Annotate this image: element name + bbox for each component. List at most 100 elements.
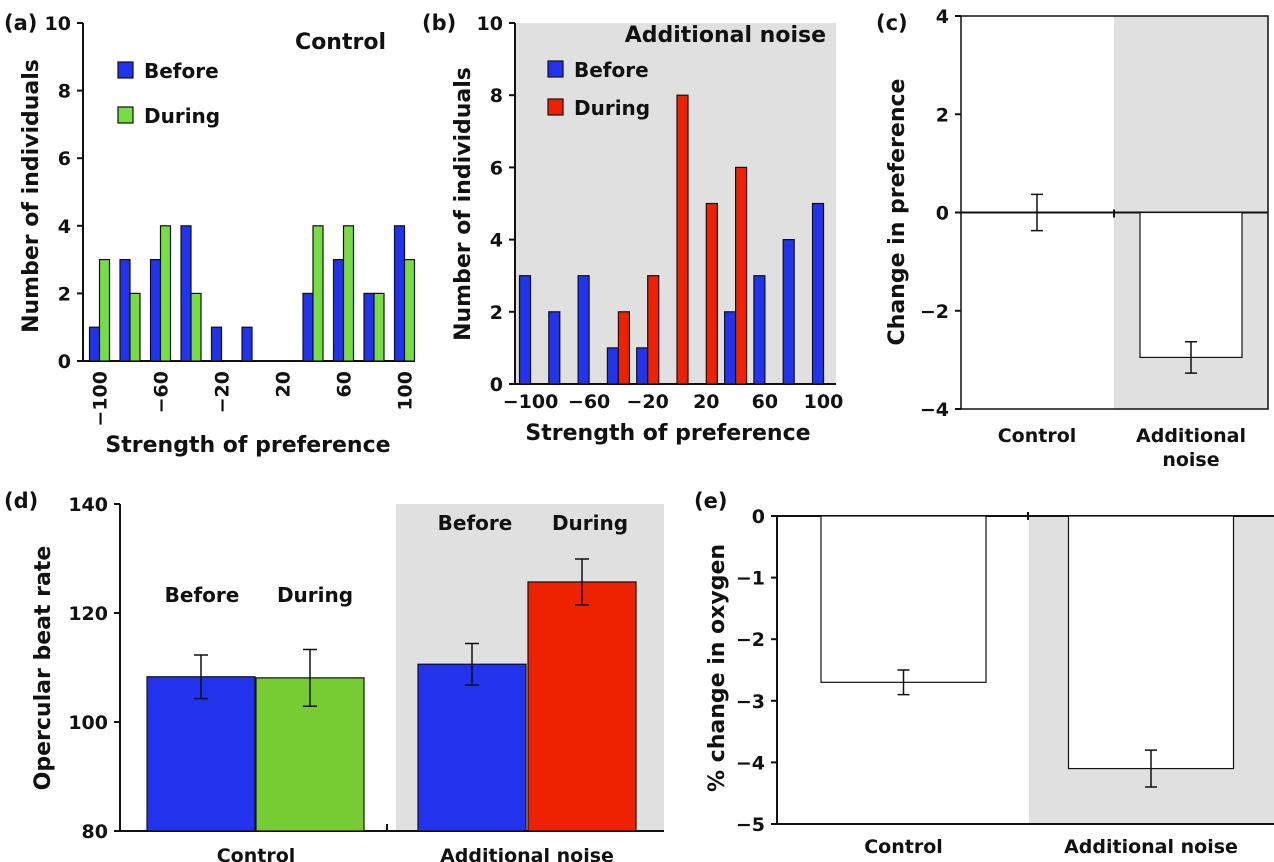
panel-label-d: (d) — [4, 489, 38, 513]
bar-during — [342, 225, 355, 362]
bar-during — [159, 225, 172, 362]
bar-during — [190, 292, 202, 362]
y-tick-label: 4 — [936, 6, 949, 28]
legend-swatch-during — [547, 98, 564, 116]
bar-before — [363, 292, 375, 362]
bar-during — [705, 202, 718, 385]
y-tick-label: −2 — [920, 301, 949, 323]
x-tick-label: −100 — [503, 391, 559, 413]
error-bar — [465, 642, 479, 686]
bar — [1067, 515, 1235, 770]
bar-during — [312, 225, 324, 362]
y-tick-label: 8 — [490, 85, 503, 107]
x-axis-label: Strength of preference — [525, 421, 810, 446]
bar-before — [811, 202, 825, 385]
legend-swatch-before — [117, 61, 134, 79]
y-tick-label: 10 — [477, 13, 503, 35]
y-tick-label: 0 — [490, 374, 503, 396]
x-tick-label: 20 — [693, 391, 719, 413]
y-tick-label: 0 — [58, 351, 71, 373]
bar-during — [676, 94, 689, 385]
x-tick-label: 60 — [334, 371, 356, 397]
y-tick-label: 100 — [68, 712, 108, 734]
y-tick-label: 2 — [936, 104, 949, 126]
y-tick-label: 10 — [45, 13, 71, 35]
bar-label-during: During — [552, 511, 628, 535]
y-tick-label: 6 — [490, 157, 503, 179]
x-tick-label: −20 — [627, 391, 669, 413]
bar-during — [373, 292, 385, 362]
y-tick-label: 120 — [68, 603, 108, 625]
y-tick-label: −5 — [736, 814, 765, 836]
x-tick-label: −100 — [90, 371, 112, 427]
bar-before — [636, 347, 649, 385]
bar-during — [734, 166, 748, 385]
chart-title: Control — [295, 30, 386, 55]
bar-during — [617, 311, 631, 385]
bar-before — [753, 275, 766, 385]
bar-additional-noise-before — [417, 663, 527, 832]
x-tick-label: −20 — [212, 371, 234, 413]
legend-swatch-before — [547, 60, 564, 78]
x-tick-label: −60 — [568, 391, 610, 413]
bar-before — [782, 239, 795, 385]
bar-before — [518, 275, 532, 385]
legend-label-during: During — [574, 96, 650, 120]
y-tick-label: −2 — [736, 629, 765, 651]
y-tick-label: 140 — [68, 494, 108, 516]
x-group-label: Additional noise — [440, 845, 614, 862]
bar-additional-noise-during — [527, 581, 637, 832]
y-tick-label: 0 — [752, 506, 765, 528]
bar-during — [98, 259, 111, 362]
bar-label-before: Before — [438, 511, 513, 535]
bar-before — [119, 259, 131, 362]
y-tick-label: 4 — [58, 216, 71, 238]
error-bar — [1185, 340, 1197, 374]
x-tick-label: 20 — [273, 371, 295, 397]
x-category-label: Control — [864, 836, 943, 858]
y-tick-label: −1 — [736, 568, 765, 590]
y-tick-label: 2 — [490, 302, 503, 324]
chart-title: Additional noise — [625, 23, 826, 48]
x-tick-label: 100 — [395, 371, 417, 411]
x-tick-label: 60 — [752, 391, 778, 413]
y-tick-label: 8 — [58, 81, 71, 103]
bar — [820, 515, 987, 683]
legend-label-before: Before — [144, 59, 219, 83]
bar-during — [647, 275, 660, 385]
x-tick-label: −60 — [151, 371, 173, 413]
panel-label-c: (c) — [876, 11, 908, 35]
panel-label-b: (b) — [422, 11, 456, 35]
error-bar — [1145, 749, 1157, 788]
y-tick-label: −4 — [920, 399, 949, 421]
x-category-label: Additional noise — [1136, 425, 1246, 471]
bar-during — [129, 292, 141, 362]
bar-before — [149, 259, 162, 362]
bar-before — [241, 326, 253, 362]
y-tick-label: 0 — [936, 203, 949, 225]
y-axis-label: Number of individuals — [451, 67, 476, 341]
panel-label-e: (e) — [694, 489, 727, 513]
bar — [1139, 211, 1243, 359]
bar-before — [577, 275, 590, 385]
y-axis-label: % change in oxygen — [705, 544, 730, 792]
bar-label-during: During — [277, 583, 353, 607]
y-tick-label: 2 — [58, 283, 71, 305]
panel-label-a: (a) — [4, 11, 37, 35]
bar-before — [393, 225, 406, 362]
error-bar — [897, 669, 910, 696]
bar-before — [332, 259, 345, 362]
bar-control-before — [146, 676, 256, 832]
y-tick-label: −4 — [736, 752, 765, 774]
y-axis-label: Number of individuals — [19, 59, 44, 333]
x-category-label: Additional noise — [1064, 836, 1238, 858]
error-bar — [1031, 193, 1043, 232]
bar-before — [548, 311, 561, 385]
legend-swatch-during — [117, 106, 134, 124]
y-tick-label: 6 — [58, 148, 71, 170]
error-bar — [194, 654, 208, 700]
bar-before — [302, 292, 314, 362]
x-category-label: Control — [998, 425, 1077, 447]
legend-label-during: During — [144, 104, 220, 128]
